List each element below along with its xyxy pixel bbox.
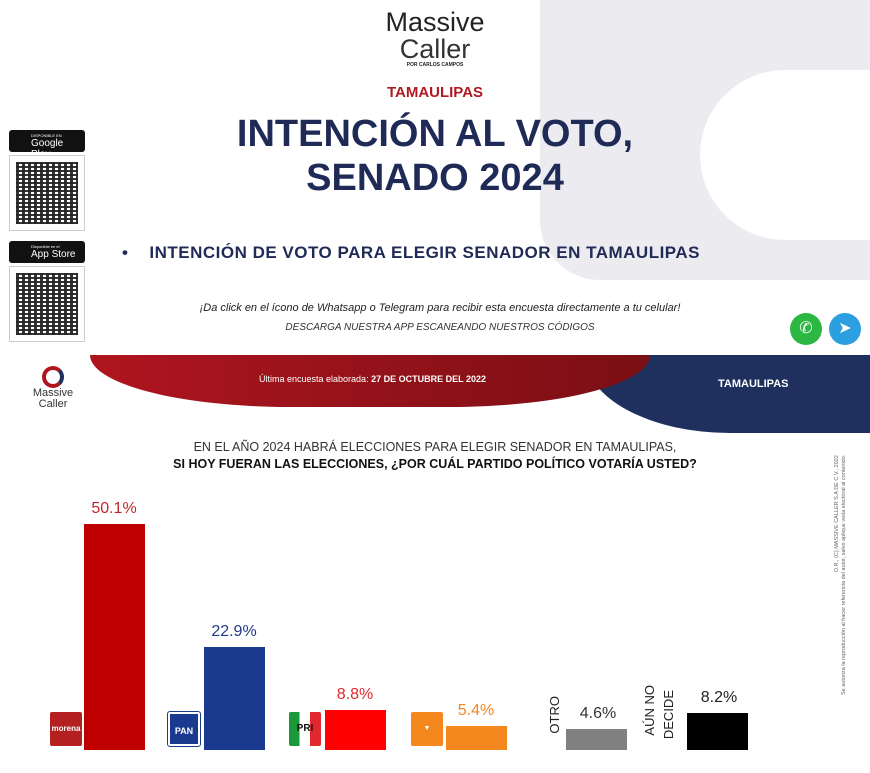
last-survey-date: 27 DE OCTUBRE DEL 2022 [371,374,486,384]
band-state: TAMAULIPAS [718,378,789,390]
chart-subtitle: SI HOY FUERAN LAS ELECCIONES, ¿POR CUÁL … [173,457,697,471]
brand-logo: Massive Caller POR CARLOS CAMPOS [360,8,510,68]
bar-0 [84,524,145,750]
category-decide: DECIDE [661,690,676,740]
date-band [90,355,650,407]
apple-label: App Store [31,249,76,260]
bar-2 [325,710,386,750]
category-otro: OTRO [547,696,562,734]
whatsapp-icon[interactable]: ✆ [790,313,822,345]
data-label-0: 50.1% [91,500,137,518]
brand-small-line2: Caller [38,398,68,410]
title-line2: SENADO 2024 [306,157,564,199]
data-label-2: 8.8% [336,686,374,704]
data-label-4: 4.6% [579,705,617,723]
background-decoration [700,70,870,240]
app-store-qr-code [9,266,85,342]
google-label: Google Play [31,138,64,160]
page-title: INTENCIÓN AL VOTO, SENADO 2024 [120,112,750,200]
state-label: TAMAULIPAS [386,84,484,101]
title-line1: INTENCIÓN AL VOTO, [236,113,634,155]
google-play-qr-code [9,155,85,231]
telegram-icon[interactable]: ➤ [829,313,861,345]
copyright-text: D.R., (C) MASSIVE CALLER S.A DE C.V., 20… [834,455,848,755]
last-survey: Última encuesta elaborada: 27 DE OCTUBRE… [259,374,486,384]
apple-small: Disponible en el [31,244,60,249]
note-download: DESCARGA NUESTRA APP ESCANEANDO NUESTROS… [285,322,595,333]
copyright-line2: Se autoriza la reproducción al hacer ref… [841,455,847,696]
brand-tagline: POR CARLOS CAMPOS [406,62,464,68]
note-click: ¡Da click en el ícono de Whatsapp o Tele… [199,302,681,314]
bullet-label: INTENCIÓN DE VOTO PARA ELEGIR SENADOR EN… [149,243,700,262]
category-aun-no: AÚN NO [642,685,657,736]
last-survey-label: Última encuesta elaborada: [259,374,369,384]
data-label-5: 8.2% [700,689,738,707]
copyright-line1: D.R., (C) MASSIVE CALLER S.A DE C.V., 20… [834,455,840,572]
bar-1 [204,646,265,750]
morena-logo: morena [50,712,82,746]
pri-logo: PRI [289,712,321,746]
bar-4 [566,729,627,750]
data-label-1: 22.9% [211,622,257,640]
logo-mark-icon [42,366,64,388]
app-store-button[interactable]: Disponible en el App Store [9,241,85,263]
bullet-text: • INTENCIÓN DE VOTO PARA ELEGIR SENADOR … [122,243,700,262]
brand-small-line1: Massive [32,387,74,399]
brand-line2: Caller [399,34,471,64]
google-small: DISPONIBLE EN [31,133,62,138]
data-label-3: 5.4% [457,701,495,719]
bar-3 [446,725,507,750]
mc-logo: ▼ [411,712,443,746]
brand-line1: Massive [385,7,485,37]
chart-title: EN EL AÑO 2024 HABRÁ ELECCIONES PARA ELE… [193,440,677,454]
pan-logo: PAN [167,711,201,747]
bar-5 [687,713,748,750]
brand-logo-small: Massive Caller [30,366,76,410]
